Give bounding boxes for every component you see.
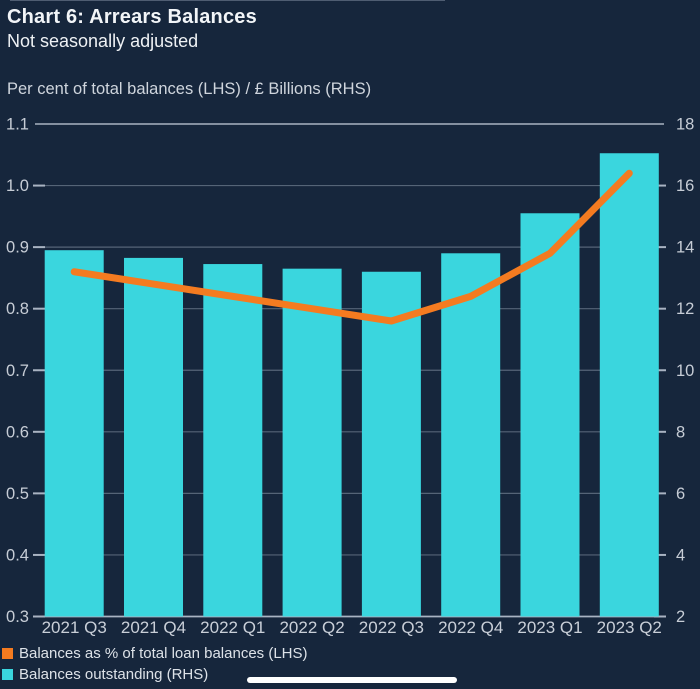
x-axis-label: 2022 Q2 — [279, 618, 344, 637]
bar-2021-q3 — [44, 250, 104, 617]
right-axis-tick-label: 8 — [676, 423, 685, 441]
legend-swatch-orange — [2, 648, 13, 659]
left-axis-tick-label: 1.1 — [6, 116, 29, 134]
x-axis-label: 2021 Q3 — [42, 618, 107, 637]
bar-2023-q1 — [520, 213, 580, 617]
legend-label-line-series: Balances as % of total loan balances (LH… — [19, 645, 308, 662]
left-axis-tick-label: 0.6 — [6, 423, 29, 441]
horizontal-scrollbar-handle[interactable] — [247, 677, 457, 683]
left-axis-tick-label: 0.4 — [6, 546, 29, 564]
right-axis-tick-label: 10 — [676, 362, 694, 380]
x-axis-label: 2021 Q4 — [121, 618, 186, 637]
x-axis-label: 2022 Q1 — [200, 618, 265, 637]
left-axis-tick-label: 0.9 — [6, 239, 29, 257]
legend-item-bar-series: Balances outstanding (RHS) — [2, 664, 308, 685]
right-axis-tick-label: 14 — [676, 239, 694, 257]
bar-2022-q3 — [361, 271, 421, 617]
bar-2021-q4 — [124, 257, 183, 617]
left-axis-tick-label: 0.7 — [6, 362, 29, 380]
x-axis-label: 2022 Q3 — [359, 618, 424, 637]
axis-units-label: Per cent of total balances (LHS) / £ Bil… — [7, 80, 372, 98]
left-axis-tick-label: 0.3 — [6, 608, 29, 626]
left-axis-tick-label: 1.0 — [6, 177, 29, 195]
chart-title: Chart 6: Arrears Balances — [7, 6, 257, 28]
legend-label-bar-series: Balances outstanding (RHS) — [19, 666, 209, 683]
bar-2023-q2 — [599, 153, 659, 617]
right-axis-tick-label: 2 — [676, 608, 685, 626]
bar-2022-q2 — [282, 268, 342, 617]
bar-2022-q4 — [441, 253, 501, 617]
right-axis-tick-label: 4 — [676, 546, 685, 564]
right-axis-tick-label: 6 — [676, 485, 685, 503]
right-axis-tick-label: 16 — [676, 177, 694, 195]
left-axis-tick-label: 0.8 — [6, 300, 29, 318]
legend-swatch-cyan — [2, 669, 13, 680]
right-axis-tick-label: 12 — [676, 300, 694, 318]
x-axis-label: 2023 Q1 — [517, 618, 582, 637]
bar-2022-q1 — [203, 264, 263, 617]
top-border-line — [10, 0, 445, 1]
x-axis-label: 2023 Q2 — [597, 618, 662, 637]
arrears-percent-line — [70, 169, 633, 325]
legend-item-line-series: Balances as % of total loan balances (LH… — [2, 643, 308, 664]
legend: Balances as % of total loan balances (LH… — [2, 643, 308, 685]
right-axis-tick-label: 18 — [676, 116, 694, 134]
left-axis-tick-label: 0.5 — [6, 485, 29, 503]
chart-subtitle: Not seasonally adjusted — [7, 31, 199, 51]
x-axis-label: 2022 Q4 — [438, 618, 503, 637]
